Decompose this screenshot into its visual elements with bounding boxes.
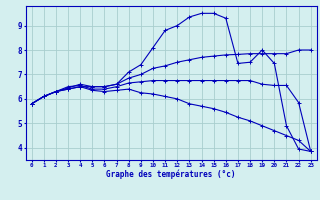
X-axis label: Graphe des températures (°c): Graphe des températures (°c) <box>107 170 236 179</box>
